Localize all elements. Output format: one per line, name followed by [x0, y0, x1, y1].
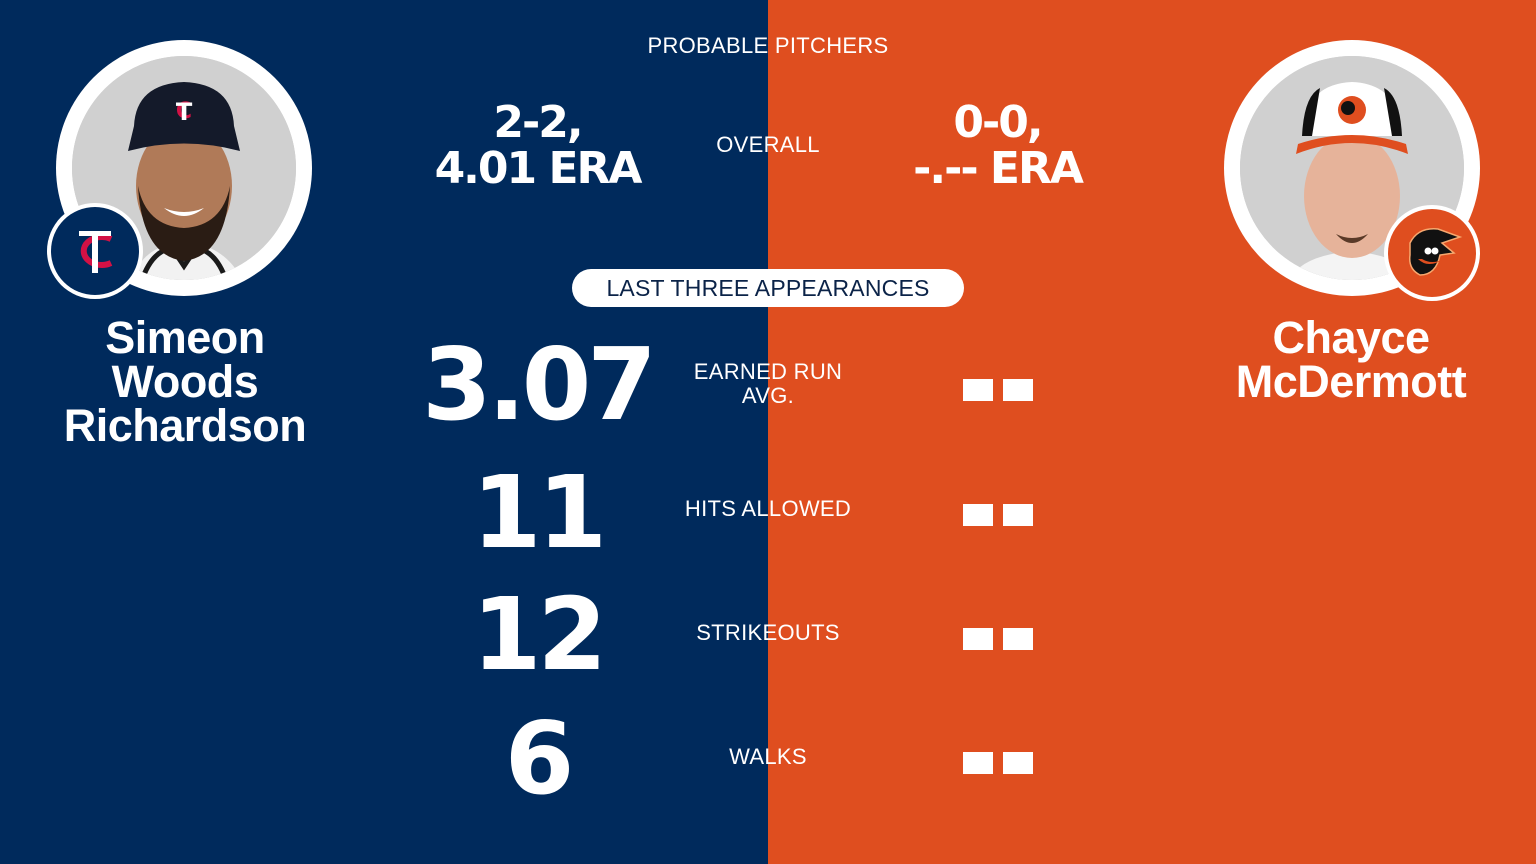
last-three-appearances-pill: LAST THREE APPEARANCES — [572, 269, 964, 307]
player-headshot-icon — [1240, 56, 1464, 280]
stat-walks-right — [963, 752, 1033, 774]
stat-hits-right — [963, 504, 1033, 526]
stat-strikeouts-left: 12 — [471, 576, 607, 693]
header-title: PROBABLE PITCHERS — [647, 33, 889, 58]
stat-walks-left: 6 — [504, 700, 575, 817]
left-pitcher-name: Simeon Woods Richardson — [63, 312, 307, 451]
stat-strikeouts-label: STRIKEOUTS — [696, 620, 840, 645]
twins-logo-icon — [79, 231, 113, 273]
stat-hits-left: 11 — [471, 454, 607, 571]
stat-era-label: EARNED RUN AVG. — [693, 359, 843, 408]
right-overall-record: 0-0, -.-- ERA — [913, 97, 1084, 194]
orioles-logo-badge — [1384, 205, 1480, 301]
right-pitcher-name: Chayce McDermott — [1235, 312, 1467, 407]
stat-era-left: 3.07 — [422, 326, 657, 443]
stat-era-right — [963, 379, 1033, 401]
stat-walks-label: WALKS — [729, 744, 807, 769]
orioles-logo-icon — [1408, 228, 1463, 276]
twins-logo-badge — [47, 203, 143, 299]
stat-hits-label: HITS ALLOWED — [684, 496, 852, 521]
svg-text:T: T — [176, 98, 193, 126]
svg-text:C: C — [176, 99, 192, 124]
right-pitcher-photo — [1224, 40, 1480, 296]
overall-label: OVERALL — [716, 132, 820, 157]
stat-strikeouts-right — [963, 628, 1033, 650]
left-overall-record: 2-2, 4.01 ERA — [434, 97, 643, 194]
